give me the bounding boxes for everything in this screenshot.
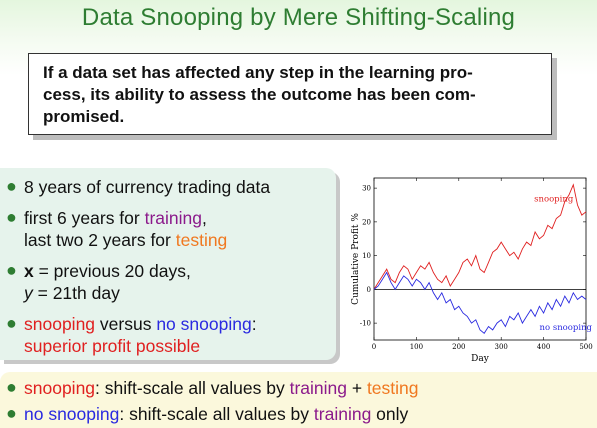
bullet-dot-icon: ● bbox=[6, 207, 17, 227]
plus-sign: + bbox=[346, 378, 367, 398]
x-tick-label: 100 bbox=[410, 343, 423, 351]
bullet-2-comma: , bbox=[202, 208, 207, 228]
bullet-4-line2: superior profit possible bbox=[24, 336, 201, 356]
y-tick-label: -10 bbox=[360, 320, 371, 328]
quote-box: If a data set has affected any step in t… bbox=[28, 53, 552, 135]
x-axis-label: Day bbox=[471, 354, 490, 364]
quote-line-2: cess, its ability to assess the outcome … bbox=[43, 85, 476, 104]
series-label-no-snooping: no snooping bbox=[540, 323, 593, 333]
bullet-4: snooping versus no snooping: superior pr… bbox=[24, 313, 257, 357]
y-tick-label: 20 bbox=[362, 218, 371, 226]
bullet-panel: ● 8 years of currency trading data ● fir… bbox=[0, 168, 336, 360]
bullet-dot-icon: ● bbox=[6, 377, 17, 397]
bullet-1: 8 years of currency trading data bbox=[24, 176, 270, 198]
bullet-3-line2: = 21th day bbox=[32, 283, 120, 303]
chart-lines: snooping no snooping bbox=[373, 183, 593, 334]
bullet-1-text: 8 years of currency trading data bbox=[24, 177, 271, 197]
bottom-panel: ● snooping: shift-scale all values by tr… bbox=[0, 372, 597, 428]
no-snooping-word: no snooping bbox=[24, 404, 120, 424]
bullet-4-colon: : bbox=[251, 314, 257, 334]
series-line-snooping bbox=[373, 183, 587, 290]
bullet-dot-icon: ● bbox=[6, 176, 17, 196]
y-tick-label: 10 bbox=[362, 252, 371, 260]
bottom-line-1-text: : shift-scale all values by bbox=[95, 378, 290, 398]
testing-word: testing bbox=[175, 230, 228, 250]
bullet-3: x = previous 20 days, y = 21th day bbox=[24, 260, 191, 304]
training-word: training bbox=[144, 208, 202, 228]
slide-title: Data Snooping by Mere Shifting-Scaling bbox=[81, 4, 516, 31]
plot-frame bbox=[373, 177, 587, 341]
x-tick-label: 400 bbox=[537, 343, 550, 351]
bullet-2: first 6 years for training, last two 2 y… bbox=[24, 207, 227, 251]
only-word: only bbox=[371, 404, 409, 424]
x-tick-label: 200 bbox=[452, 343, 465, 351]
x-tick-label: 0 bbox=[372, 343, 376, 351]
bullet-dot-icon: ● bbox=[6, 260, 17, 280]
training-word: training bbox=[313, 404, 372, 424]
profit-chart: 0 100 200 300 400 500 -10 0 10 20 30 Day Cumulative … bbox=[351, 177, 593, 364]
bullet-2-text: first 6 years for bbox=[24, 208, 145, 228]
quote-text: If a data set has affected any step in t… bbox=[43, 62, 537, 128]
y-tick-label: 0 bbox=[367, 286, 371, 294]
no-snooping-word: no snooping bbox=[156, 314, 252, 334]
chart-axes: 0 100 200 300 400 500 -10 0 10 20 30 Day Cumulative … bbox=[351, 177, 593, 364]
snooping-word: snooping bbox=[24, 314, 96, 334]
training-word: training bbox=[289, 378, 347, 398]
bullet-dot-icon: ● bbox=[6, 313, 17, 333]
x-tick-label: 300 bbox=[495, 343, 508, 351]
bottom-line-2: no snooping: shift-scale all values by t… bbox=[24, 403, 408, 425]
y-axis-label: Cumulative Profit % bbox=[351, 213, 361, 305]
quote-line-1: If a data set has affected any step in t… bbox=[43, 63, 473, 82]
quote-line-3: promised. bbox=[43, 107, 125, 126]
y-tick-label: 30 bbox=[362, 185, 371, 193]
series-line-no-snooping bbox=[373, 271, 587, 334]
y-symbol: y bbox=[24, 283, 33, 303]
bullet-3-text: = previous 20 days, bbox=[33, 261, 191, 281]
x-symbol: x bbox=[24, 261, 34, 281]
snooping-word: snooping bbox=[24, 378, 96, 398]
bottom-line-2-text: : shift-scale all values by bbox=[119, 404, 314, 424]
bottom-line-1: snooping: shift-scale all values by trai… bbox=[24, 377, 419, 399]
series-label-snooping: snooping bbox=[534, 195, 574, 205]
testing-word: testing bbox=[366, 378, 419, 398]
x-tick-label: 500 bbox=[579, 343, 592, 351]
bullet-2-line2: last two 2 years for bbox=[24, 230, 176, 250]
versus-word: versus bbox=[95, 314, 157, 334]
bullet-dot-icon: ● bbox=[6, 403, 17, 423]
